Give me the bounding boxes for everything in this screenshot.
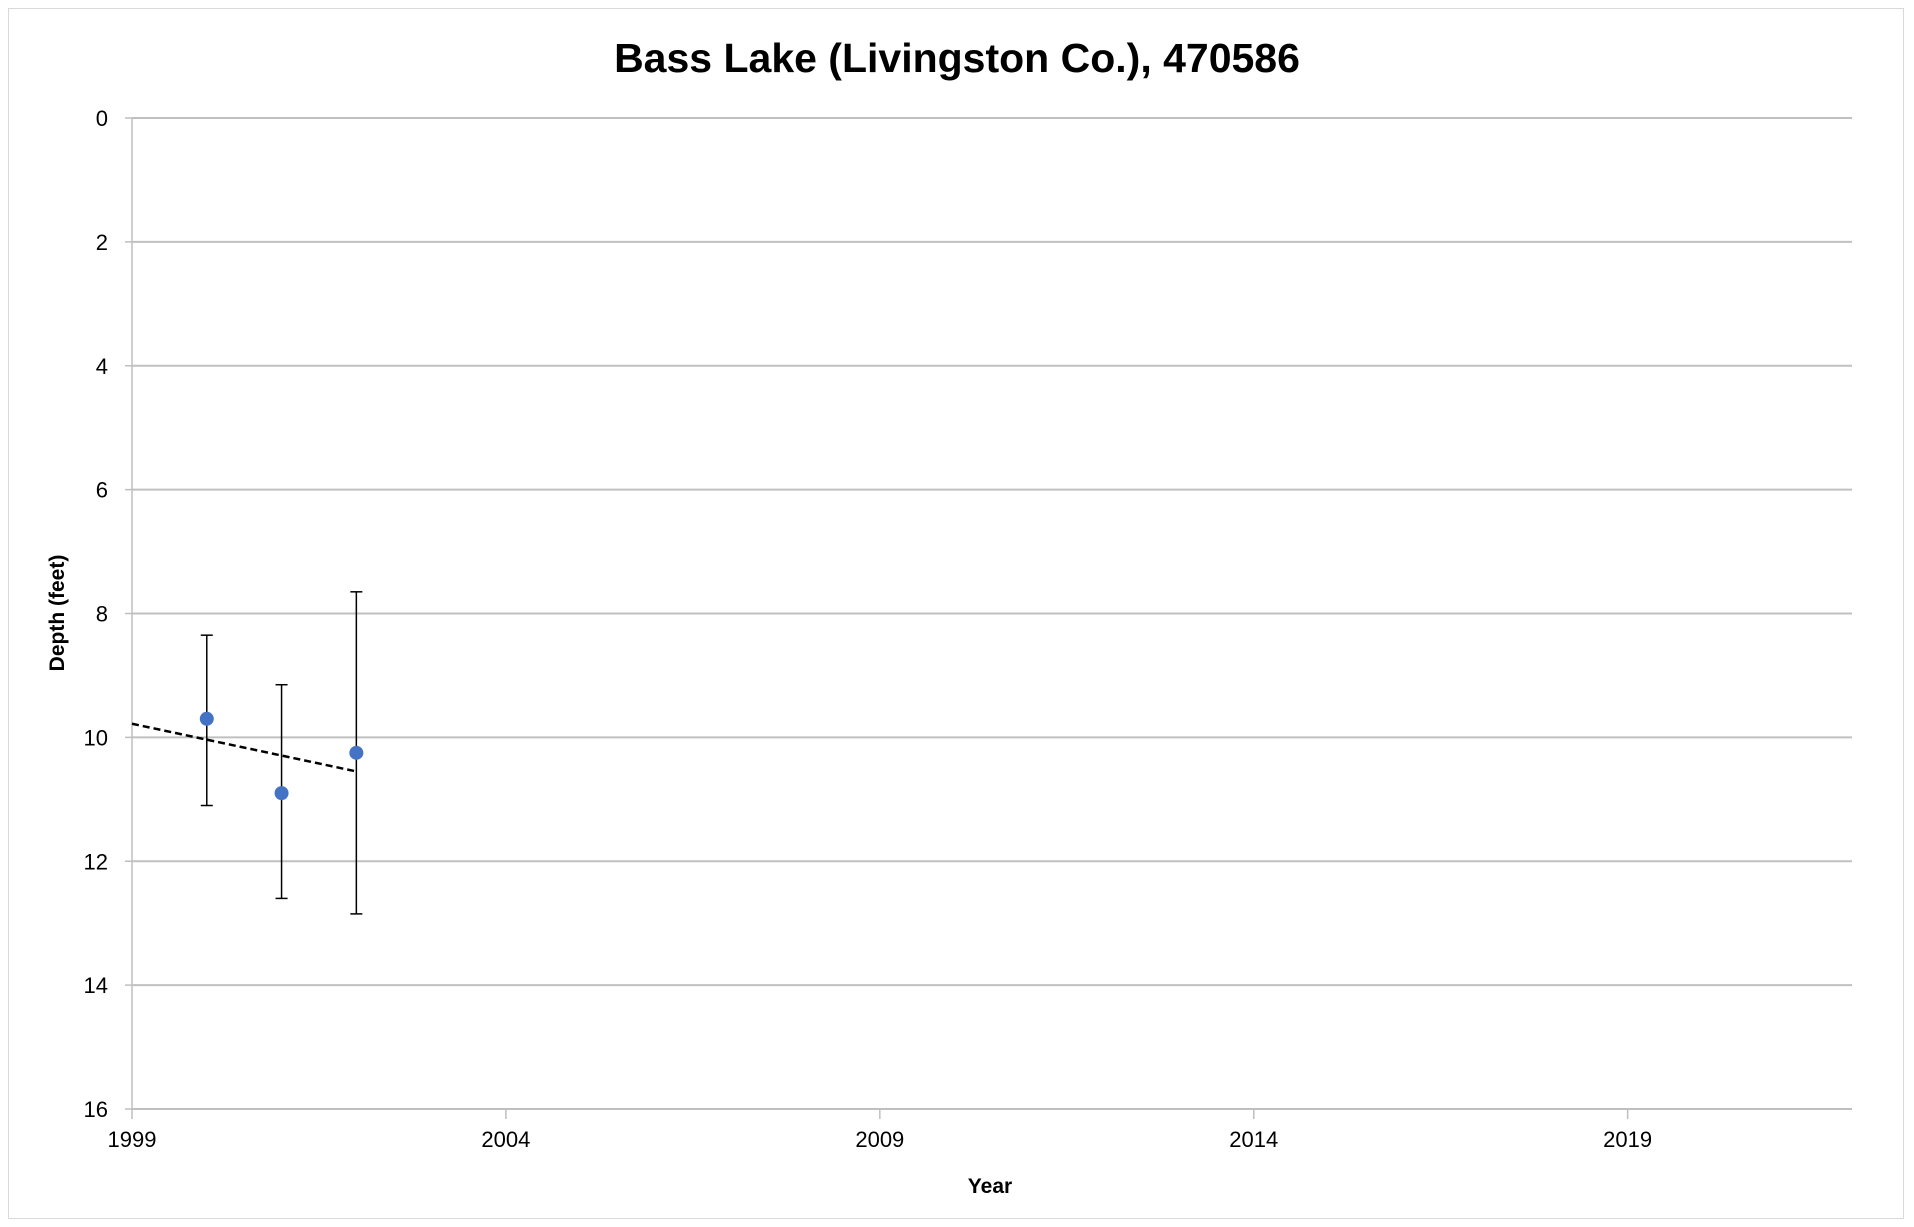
y-tick-label: 6 bbox=[96, 478, 108, 503]
y-axis-label: Depth (feet) bbox=[46, 555, 69, 672]
data-point bbox=[199, 711, 214, 726]
axes bbox=[125, 117, 1852, 1119]
trendline bbox=[131, 722, 357, 773]
x-tick-label: 2009 bbox=[855, 1127, 904, 1152]
error-bars bbox=[200, 591, 363, 915]
y-tick-label: 2 bbox=[96, 230, 108, 255]
data-points bbox=[199, 711, 364, 801]
x-axis-label: Year bbox=[968, 1175, 1012, 1198]
gridlines bbox=[132, 117, 1852, 987]
x-tick-label: 2004 bbox=[481, 1127, 530, 1152]
x-tick-label: 1999 bbox=[108, 1127, 157, 1152]
chart-title: Bass Lake (Livingston Co.), 470586 bbox=[614, 35, 1300, 81]
x-tick-label: 2019 bbox=[1603, 1127, 1652, 1152]
y-tick-label: 16 bbox=[84, 1097, 108, 1122]
data-point bbox=[274, 786, 289, 801]
y-tick-label: 4 bbox=[96, 354, 108, 379]
y-tick-label: 10 bbox=[84, 725, 108, 750]
y-tick-label: 12 bbox=[84, 849, 108, 874]
trendline-group bbox=[131, 722, 357, 773]
y-tick-label: 14 bbox=[84, 973, 108, 998]
x-tick-label: 2014 bbox=[1229, 1127, 1278, 1152]
y-tick-label: 8 bbox=[96, 602, 108, 627]
y-tick-label: 0 bbox=[96, 106, 108, 131]
data-point bbox=[349, 745, 364, 760]
